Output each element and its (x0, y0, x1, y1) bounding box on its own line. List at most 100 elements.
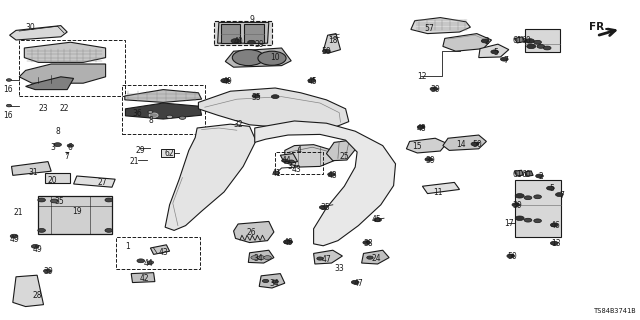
Circle shape (248, 40, 255, 44)
Polygon shape (165, 124, 256, 230)
Text: 24: 24 (371, 254, 381, 263)
Bar (275, 152, 323, 174)
Polygon shape (525, 38, 535, 43)
Text: 17: 17 (504, 219, 514, 228)
Circle shape (308, 79, 316, 83)
Circle shape (534, 40, 541, 44)
Polygon shape (259, 274, 285, 288)
Text: 39: 39 (254, 40, 264, 49)
Circle shape (221, 78, 230, 83)
Circle shape (374, 218, 381, 222)
Text: TS84B3741B: TS84B3741B (595, 308, 637, 314)
Text: 49: 49 (32, 245, 42, 254)
Text: 16: 16 (3, 111, 13, 120)
Text: 1: 1 (125, 242, 131, 251)
Text: 23: 23 (38, 104, 49, 113)
Circle shape (527, 44, 536, 49)
Text: 49: 49 (283, 238, 293, 247)
Text: 40: 40 (234, 37, 244, 46)
Circle shape (556, 193, 563, 196)
Circle shape (38, 228, 45, 232)
Text: 14: 14 (456, 140, 466, 149)
Text: 50: 50 (321, 47, 332, 56)
Circle shape (550, 223, 558, 227)
Circle shape (323, 49, 330, 53)
Text: 31: 31 (28, 168, 38, 177)
Polygon shape (26, 77, 74, 90)
Text: 19: 19 (72, 207, 82, 216)
Text: 61: 61 (512, 170, 522, 179)
Text: 26: 26 (246, 228, 257, 237)
Circle shape (271, 95, 279, 99)
Circle shape (507, 254, 515, 258)
Circle shape (51, 199, 58, 203)
Circle shape (417, 125, 425, 129)
Text: 44: 44 (143, 259, 154, 268)
Circle shape (471, 142, 479, 146)
Circle shape (524, 218, 532, 222)
Text: 30: 30 (26, 23, 36, 32)
Polygon shape (131, 273, 155, 283)
Circle shape (262, 279, 269, 283)
Circle shape (515, 194, 524, 198)
Circle shape (430, 87, 438, 91)
Polygon shape (125, 103, 202, 119)
Bar (515, 180, 561, 237)
Circle shape (149, 113, 158, 117)
Text: 4: 4 (297, 146, 302, 155)
Bar (45, 173, 70, 183)
Circle shape (543, 46, 551, 50)
Text: 7: 7 (503, 56, 508, 65)
Polygon shape (218, 22, 269, 43)
Text: 32: 32 (233, 120, 243, 129)
Circle shape (10, 234, 18, 238)
Polygon shape (225, 48, 291, 67)
Bar (161, 149, 174, 157)
Text: 35: 35 (320, 203, 330, 212)
Circle shape (351, 280, 359, 284)
Bar (525, 29, 560, 52)
Text: 8: 8 (55, 127, 60, 136)
Polygon shape (314, 250, 342, 264)
Polygon shape (443, 34, 492, 51)
Polygon shape (406, 138, 447, 153)
Circle shape (257, 256, 265, 260)
Circle shape (284, 240, 292, 244)
Circle shape (282, 159, 288, 162)
Circle shape (273, 171, 280, 174)
Polygon shape (10, 26, 67, 40)
Text: 47: 47 (321, 255, 332, 264)
Bar (214, 21, 272, 45)
Text: 39: 39 (430, 85, 440, 94)
Circle shape (500, 57, 508, 61)
Circle shape (524, 196, 532, 200)
Circle shape (258, 51, 286, 65)
Circle shape (319, 205, 327, 209)
Circle shape (179, 116, 186, 119)
Circle shape (328, 172, 335, 176)
Circle shape (264, 256, 271, 260)
Circle shape (534, 195, 541, 199)
Text: 38: 38 (363, 239, 373, 248)
Text: 25: 25 (339, 152, 349, 161)
Circle shape (491, 50, 499, 54)
Circle shape (288, 160, 294, 163)
Text: 43: 43 (328, 171, 338, 180)
Text: 22: 22 (60, 104, 68, 113)
Circle shape (534, 219, 541, 223)
Circle shape (251, 256, 259, 260)
Circle shape (38, 198, 45, 202)
Polygon shape (244, 24, 264, 43)
Bar (116, 237, 200, 269)
Polygon shape (285, 145, 334, 167)
Bar (19, 40, 125, 96)
Circle shape (317, 257, 323, 260)
Text: 21: 21 (130, 157, 139, 166)
Circle shape (231, 39, 240, 43)
Text: 7: 7 (65, 152, 70, 161)
Circle shape (536, 174, 543, 178)
Circle shape (515, 216, 524, 220)
Circle shape (166, 115, 173, 118)
Text: 37: 37 (287, 162, 298, 171)
Text: 12: 12 (418, 72, 427, 81)
